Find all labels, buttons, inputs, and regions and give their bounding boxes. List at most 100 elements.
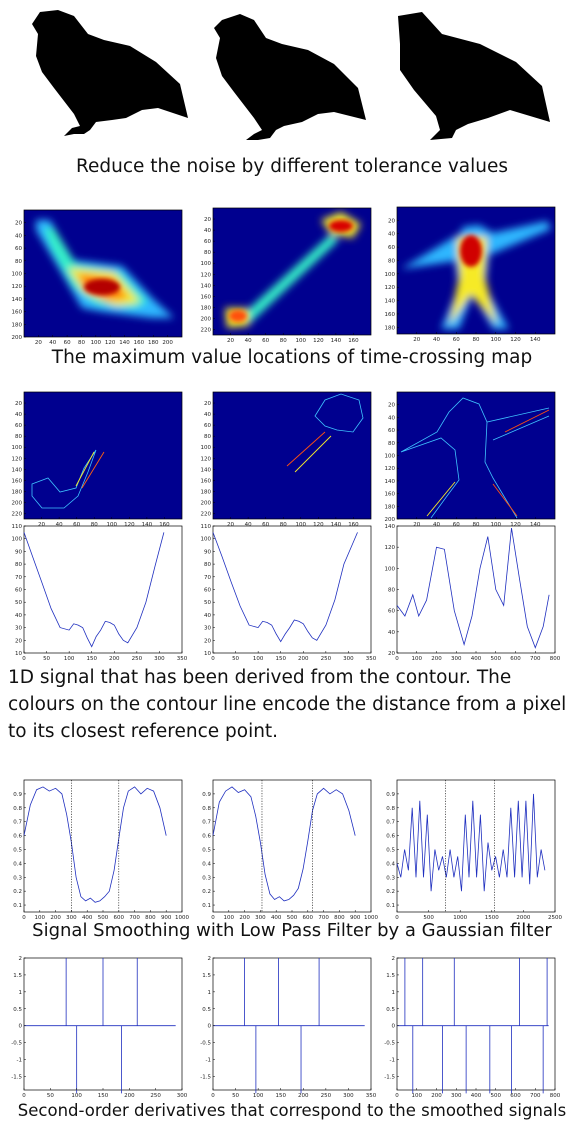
deriv-1-xtick-label-6: 300 [177, 1093, 188, 1099]
deriv-2-xtick-label-1: 50 [232, 1093, 239, 1099]
contour-1-xtick-label-0: 20 [38, 522, 45, 528]
deriv-2-xtick-label-4: 200 [298, 1093, 309, 1099]
signal-2-ytick-label-8: 90 [204, 549, 211, 555]
smooth-1-axes: 0 100 200 300 400 500 600 700 800 900 1000 0.1 0.2 0.… [13, 792, 189, 921]
deriv-3: 0 100 200 300 400 500 600 700 800 -1.5 -1 -0.5 0 0.5 1… [384, 956, 560, 1099]
contour-3-ytick-label-6: 140 [385, 479, 396, 485]
smooth-1-xtick-label-3: 300 [66, 915, 77, 921]
smooth-2-xtick-label-0: 0 [211, 915, 215, 921]
contour-1: 20 40 60 80 100 120 140 160 20 40 60 80 100 120 140 160… [12, 391, 183, 528]
smooth-3-line [396, 793, 546, 892]
signal-1-xtick-label-1: 50 [43, 656, 50, 662]
deriv-2-marks [213, 958, 365, 1094]
heatmap-3-xtick-label-3: 80 [473, 337, 480, 343]
smooth-2-xtick-label-6: 600 [303, 915, 314, 921]
smooth-1-ytick-label-0: 0.1 [13, 903, 22, 909]
deriv-2-ytick-label-0: -1.5 [200, 1074, 211, 1080]
heatmap-2-ytick-label-7: 160 [201, 294, 212, 300]
heatmap-1-ytick-label-7: 160 [12, 310, 23, 316]
signal-1-ytick-label-3: 40 [15, 613, 22, 619]
signal-1-xtick-label-3: 150 [86, 656, 97, 662]
smooth-3-ytick-label-7: 0.8 [386, 806, 395, 812]
signal-2-xtick-label-3: 150 [275, 656, 286, 662]
heatmap-3-ytick-label-7: 160 [385, 312, 396, 318]
deriv-3-marks [397, 958, 549, 1094]
smooth-3: 0 500 1000 1500 2000 2500 0.1 0.2 0.3 0.4 0.5 0.6 0.… [386, 779, 562, 921]
deriv-2-axes: 0 50 100 150 200 250 300 350 -1.5 -1 -0.5 0 0.5 1 1.5 2 [200, 956, 376, 1099]
signal-1-ytick-label-4: 50 [15, 600, 22, 606]
smooth-2-ytick-label-4: 0.5 [202, 847, 211, 853]
signal-1-xtick-label-7: 350 [177, 656, 188, 662]
signal-2-xtick-label-4: 200 [298, 656, 309, 662]
deriv-1-axes: 0 50 100 150 200 250 300 -1.5 -1 -0.5 0 0.5 1 1.5 2 [11, 956, 187, 1099]
smooth-2-ytick-label-5: 0.6 [202, 834, 211, 840]
heatmap-1-ytick-label-4: 100 [12, 272, 23, 278]
heatmap-3-ytick-label-0: 20 [388, 218, 395, 224]
heatmap-3-xtick-label-0: 20 [413, 337, 420, 343]
deriv-1-xtick-label-5: 250 [150, 1093, 161, 1099]
contour-2-xtick-label-2: 60 [262, 522, 269, 528]
contour-3: 20 40 60 80 100 120 140 20 40 60 80 100 120 140 160 180… [385, 391, 556, 528]
signal-3-ytick-label-1: 40 [388, 630, 395, 636]
signal-1-xtick-label-6: 300 [154, 656, 165, 662]
deriv-3-ytick-label-4: 0.5 [386, 1007, 395, 1013]
signal-3-xtick-label-2: 200 [431, 656, 442, 662]
contour-2-axes: 20 40 60 80 100 120 140 160 20 40 60 80 100 120 140 160… [201, 401, 360, 528]
deriv-3-xtick-label-2: 200 [431, 1093, 442, 1099]
contour-1-xtick-label-1: 40 [56, 522, 63, 528]
deriv-1-ytick-label-7: 2 [19, 956, 23, 962]
signal-3-xtick-label-8: 800 [550, 656, 561, 662]
deriv-2-xtick-label-2: 100 [253, 1093, 264, 1099]
signal-2-xtick-label-2: 100 [253, 656, 264, 662]
smooth-3-ytick-label-4: 0.5 [386, 847, 395, 853]
deriv-3-xtick-label-6: 600 [510, 1093, 521, 1099]
signal-2-ytick-label-7: 80 [204, 562, 211, 568]
heatmap-2-ytick-label-8: 180 [201, 305, 212, 311]
deriv-2-ytick-label-1: -1 [206, 1058, 211, 1064]
signal-2-ytick-label-0: 10 [204, 651, 211, 657]
contour-1-xtick-label-3: 80 [91, 522, 98, 528]
contour-3-ytick-label-7: 160 [385, 492, 396, 498]
deriv-3-ytick-label-1: -1 [390, 1058, 395, 1064]
signal-3-ytick-label-6: 140 [385, 524, 396, 530]
deriv-3-xtick-label-7: 700 [530, 1093, 541, 1099]
smooth-3-ytick-label-6: 0.7 [386, 820, 395, 826]
deriv-2-xtick-label-0: 0 [211, 1093, 215, 1099]
signal-3-xtick-label-0: 0 [395, 656, 399, 662]
contour-3-ytick-label-5: 120 [385, 466, 396, 472]
deriv-1: 0 50 100 150 200 250 300 -1.5 -1 -0.5 0 0.5 1 1.5 2 [11, 956, 187, 1099]
silhouette-3 [398, 12, 550, 140]
deriv-3-axes: 0 100 200 300 400 500 600 700 800 -1.5 -1 -0.5 0 0.5 1… [384, 956, 560, 1099]
heatmap-2-ytick-label-0: 20 [204, 217, 211, 223]
smooth-3-ytick-label-1: 0.2 [386, 889, 395, 895]
heatmap-2-xtick-label-1: 40 [245, 338, 252, 344]
heatmap-3-ytick-label-2: 60 [388, 245, 395, 251]
smooth-3-xtick-label-4: 2000 [516, 915, 530, 921]
contour-3-axes: 20 40 60 80 100 120 140 20 40 60 80 100 120 140 160 180… [385, 403, 541, 528]
heatmap-1-xtick-label-3: 80 [78, 340, 85, 346]
smooth-2-ytick-label-2: 0.3 [202, 875, 211, 881]
deriv-2-ytick-label-3: 0 [208, 1024, 212, 1030]
deriv-2-ytick-label-4: 0.5 [202, 1007, 211, 1013]
deriv-1-ytick-label-6: 1.5 [13, 973, 22, 979]
silhouette-2 [214, 14, 366, 140]
heatmap-1-xtick-label-1: 40 [49, 340, 56, 346]
contour-2-ytick-label-5: 120 [201, 456, 212, 462]
contour-2-xtick-label-5: 120 [313, 522, 324, 528]
heatmap-3-axes: 20 40 60 80 100 120 140 20 40 60 80 100 120 140 160 180 [385, 218, 541, 343]
smooth-1-xtick-label-6: 600 [114, 915, 125, 921]
contour-3-xtick-label-0: 20 [413, 522, 420, 528]
signal-3-ytick-label-2: 60 [388, 609, 395, 615]
smooth-1-ytick-label-7: 0.8 [13, 806, 22, 812]
heatmap-2: 20 40 60 80 100 120 140 160 20 40 60 80 100 120 140 160… [201, 207, 372, 344]
deriv-2-xtick-label-3: 150 [275, 1093, 286, 1099]
heatmap-3-ytick-label-3: 80 [388, 258, 395, 264]
smooth-2-ytick-label-6: 0.7 [202, 820, 211, 826]
heatmap-1-xtick-label-6: 140 [119, 340, 130, 346]
smooth-2-xtick-label-1: 100 [224, 915, 235, 921]
smooth-3-ytick-label-0: 0.1 [386, 903, 395, 909]
smooth-2: 0 100 200 300 400 500 600 700 800 900 1000 0.1 0.2 0.… [202, 779, 378, 921]
deriv-2-ytick-label-2: -0.5 [200, 1041, 211, 1047]
smooth-1-ytick-label-2: 0.3 [13, 875, 22, 881]
contour-2-ytick-label-7: 160 [201, 478, 212, 484]
